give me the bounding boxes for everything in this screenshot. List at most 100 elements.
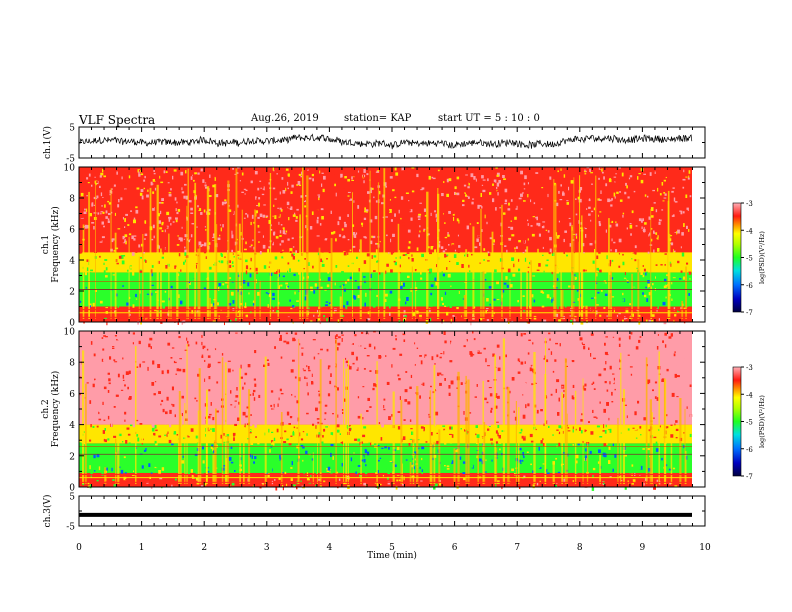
ch2-speckle <box>389 400 392 402</box>
ch2-speckle <box>267 473 270 478</box>
ch2-speckle <box>215 350 218 354</box>
ch1-speckle <box>563 251 565 254</box>
ch1-speckle <box>257 216 260 219</box>
ch2-speckle <box>599 401 601 404</box>
ch1-speckle <box>233 256 235 258</box>
ch2-speckle <box>439 392 441 396</box>
ch2-speckle <box>682 396 686 401</box>
ch1-speckle <box>530 199 532 203</box>
ch2-speckle <box>424 354 427 358</box>
ch1-speckle <box>574 318 578 320</box>
ch2-speckle <box>391 416 393 420</box>
ch2-speckle <box>383 341 386 343</box>
ch1-speckle <box>178 253 181 257</box>
ch1-streak <box>595 175 597 319</box>
ch2-speckle <box>117 338 119 341</box>
ch1-speckle <box>662 211 665 213</box>
ch1-speckle <box>194 318 197 321</box>
ch1-speckle <box>196 226 198 228</box>
ch1-speckle <box>412 311 415 315</box>
ch2-speckle <box>353 426 355 428</box>
ch1-speckle <box>633 183 636 185</box>
ch1-speckle <box>504 188 508 193</box>
ch1-speckle <box>456 176 460 180</box>
ch2-speckle <box>495 393 498 395</box>
ch1-speckle <box>658 318 660 321</box>
ch1-speckle <box>317 179 320 183</box>
ch1-streak <box>110 188 112 319</box>
ch1-speckle <box>112 173 115 176</box>
ch1-speckle <box>453 179 456 184</box>
ch1-band-3 <box>79 167 692 253</box>
ch1-speckle <box>522 314 525 319</box>
ch1-speckle <box>679 278 682 280</box>
ch2-speckle <box>99 345 102 348</box>
ch2-speckle <box>619 358 622 363</box>
ch2-speckle <box>91 335 94 337</box>
ch1-streak <box>509 278 511 319</box>
ch1-speckle <box>343 288 346 292</box>
ch1-speckle <box>673 319 675 323</box>
ch2-speckle <box>416 347 419 349</box>
ch1-speckle <box>628 177 631 180</box>
ch2-speckle <box>354 334 357 337</box>
ch2-speckle <box>624 413 626 416</box>
ch1-speckle <box>370 171 372 175</box>
ch1-speckle <box>247 282 250 287</box>
ch2-speckle <box>89 400 92 404</box>
ch2-speckle <box>409 419 412 422</box>
ch2-speckle <box>279 457 282 461</box>
ch1-speckle <box>230 289 233 293</box>
ch1-speckle <box>385 216 388 218</box>
ch1-speckle <box>310 283 313 286</box>
ch1-speckle <box>281 256 284 259</box>
ch2-speckle <box>175 373 177 375</box>
ch2-speckle <box>231 374 235 379</box>
ch2-speckle <box>238 401 240 405</box>
ch1-speckle <box>177 235 179 237</box>
ch1-speckle <box>135 259 138 264</box>
ch1-speckle <box>134 190 137 194</box>
ch2-speckle <box>609 428 612 433</box>
ch1-speckle <box>430 257 434 261</box>
ch1-speckle <box>625 281 628 286</box>
ch1-speckle <box>229 319 232 323</box>
ch2-speckle <box>582 348 584 351</box>
ch1-speckle <box>621 299 623 301</box>
ch2-speckle <box>240 376 243 379</box>
ch1-speckle <box>514 216 517 220</box>
ch1-speckle <box>680 210 683 215</box>
ch2-speckle <box>164 434 167 436</box>
ch1-speckle <box>468 289 470 291</box>
ch2-speckle <box>497 395 500 399</box>
ch1-speckle <box>99 185 101 188</box>
ch2-speckle <box>124 411 127 415</box>
ch1-speckle <box>579 307 582 311</box>
ch1-speckle <box>615 249 618 253</box>
ch2-speckle <box>514 406 517 409</box>
ch1-speckle <box>688 229 690 232</box>
ch2-speckle <box>548 425 550 428</box>
ch1-speckle <box>337 221 340 226</box>
ch1-speckle <box>411 190 415 193</box>
ch2-speckle <box>341 409 344 411</box>
ch1-speckle <box>262 244 266 249</box>
ch2-speckle <box>537 376 540 381</box>
ch1-speckle <box>165 278 169 282</box>
ch2-speckle <box>684 365 687 367</box>
ch2-speckle <box>443 331 446 335</box>
ch2-speckle <box>411 411 413 414</box>
ch2-speckle <box>602 430 605 432</box>
ch1-speckle <box>624 316 626 320</box>
ch1-speckle <box>575 233 578 236</box>
ch2-speckle <box>689 384 692 387</box>
ch1-speckle <box>147 259 151 261</box>
ch2-speckle <box>593 388 596 390</box>
ch2-speckle <box>349 421 351 424</box>
ch1-speckle <box>232 253 234 255</box>
ch2-speckle <box>683 343 685 346</box>
ch2-speckle <box>403 415 406 418</box>
ch1-streak <box>685 266 687 319</box>
ch2-speckle <box>114 345 117 348</box>
ch2-speckle <box>386 359 390 364</box>
